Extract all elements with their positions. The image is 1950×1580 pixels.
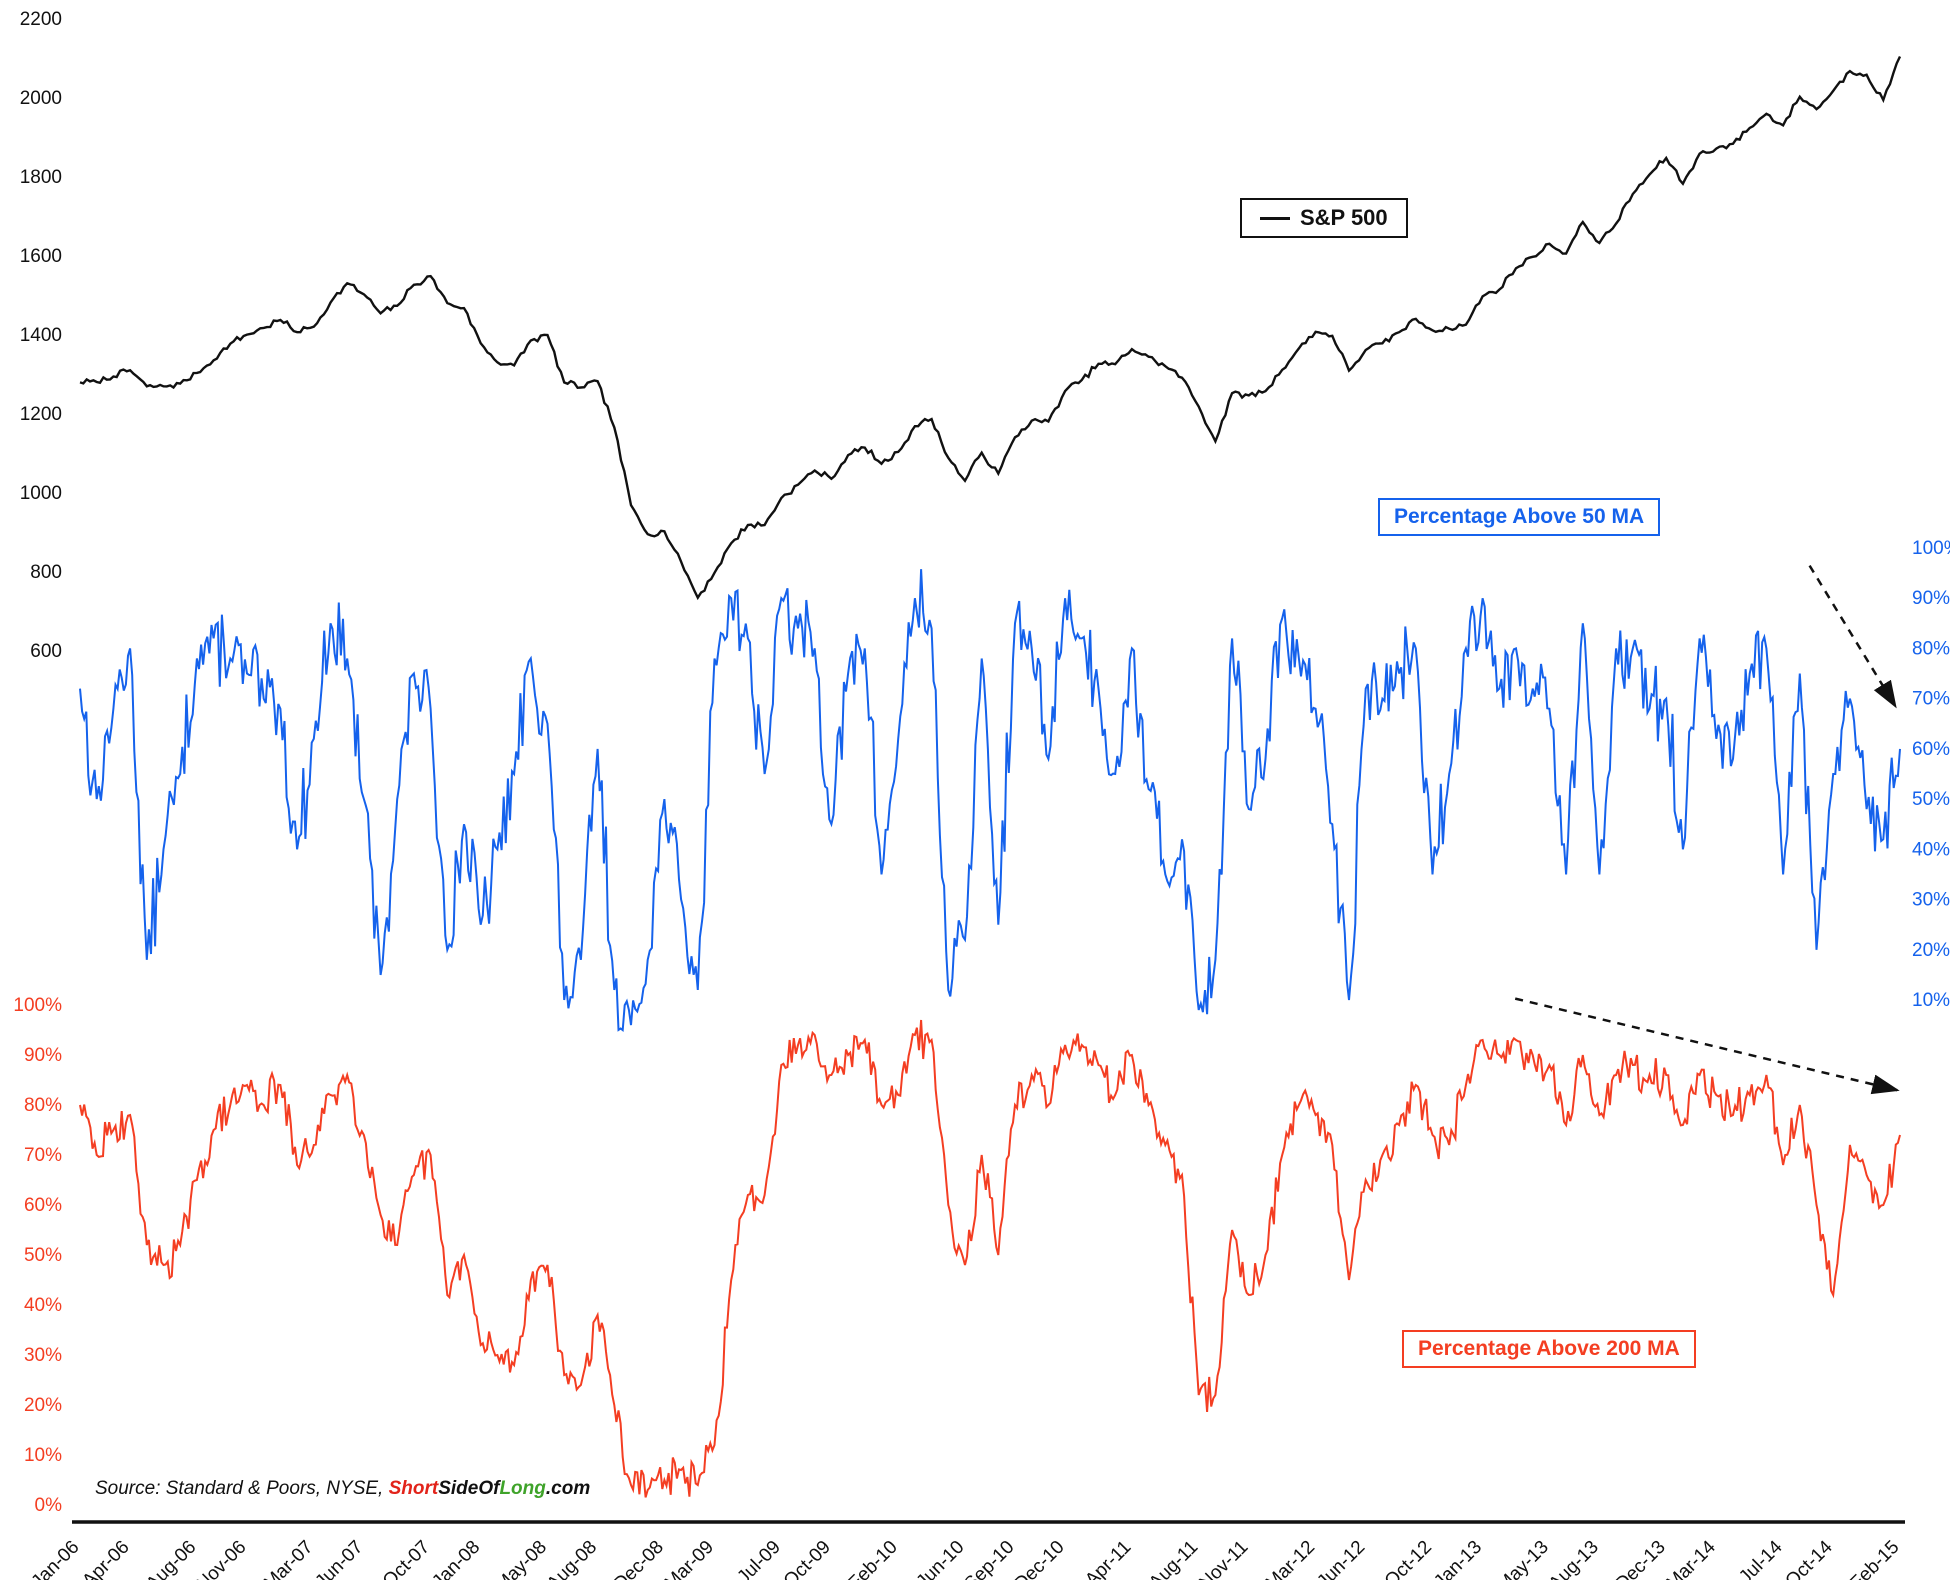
x-tick: Jan-06 (28, 1537, 84, 1580)
x-tick: Dec-13 (1612, 1537, 1670, 1580)
trend-arrow (1514, 997, 1900, 1095)
y-tick-sp500: 800 (30, 562, 62, 583)
y-tick-200ma: 80% (24, 1095, 62, 1116)
x-tick: Jul-09 (733, 1537, 784, 1580)
y-tick-sp500: 1400 (20, 325, 62, 346)
y-tick-200ma: 40% (24, 1295, 62, 1316)
y-tick-sp500: 2200 (20, 9, 62, 30)
series-sp500 (79, 55, 1902, 601)
legend-above-50ma: Percentage Above 50 MA (1378, 498, 1661, 536)
x-tick: Nov-11 (1195, 1537, 1252, 1580)
y-tick-50ma: 40% (1912, 839, 1950, 860)
x-tick: Sep-10 (960, 1537, 1018, 1580)
x-tick: May-08 (491, 1537, 551, 1580)
x-tick: Aug-13 (1545, 1537, 1603, 1580)
sp500-line-swatch (1260, 216, 1290, 220)
x-tick: Oct-09 (780, 1537, 835, 1580)
y-tick-50ma: 100% (1912, 538, 1950, 559)
y-tick-50ma: 10% (1912, 990, 1950, 1011)
y-tick-200ma: 20% (24, 1395, 62, 1416)
x-tick: Jul-14 (1735, 1536, 1787, 1580)
y-tick-50ma: 50% (1912, 789, 1950, 810)
x-tick: Dec-10 (1010, 1537, 1068, 1580)
y-tick-50ma: 80% (1912, 638, 1950, 659)
brand-com-suffix: .com (545, 1478, 591, 1499)
y-tick-sp500: 1200 (20, 404, 62, 425)
x-tick: Oct-12 (1381, 1537, 1436, 1580)
y-tick-sp500: 1800 (20, 167, 62, 188)
x-tick: Nov-06 (192, 1537, 250, 1580)
y-tick-200ma: 90% (24, 1045, 62, 1066)
x-tick: Jun-10 (913, 1537, 969, 1580)
y-tick-50ma: 90% (1912, 588, 1950, 609)
legend-sp500-label: S&P 500 (1300, 205, 1388, 230)
x-tick: Jan-13 (1430, 1537, 1486, 1580)
y-tick-200ma: 70% (24, 1145, 62, 1166)
legend-above-200ma-label: Percentage Above 200 MA (1418, 1337, 1680, 1360)
x-tick: Aug-11 (1145, 1537, 1202, 1580)
y-tick-50ma: 60% (1912, 739, 1950, 760)
brand-long: Long (499, 1478, 546, 1499)
x-tick: Mar-14 (1662, 1536, 1720, 1580)
y-tick-200ma: 0% (35, 1495, 63, 1516)
source-note-prefix: Source: Standard & Poors, NYSE, (95, 1478, 389, 1499)
y-tick-200ma: 10% (24, 1445, 62, 1466)
source-note: Source: Standard & Poors, NYSE, ShortSid… (95, 1478, 590, 1500)
y-tick-50ma: 20% (1912, 940, 1950, 961)
legend-above-50ma-label: Percentage Above 50 MA (1394, 505, 1645, 528)
x-tick: Jan-08 (428, 1537, 484, 1580)
y-tick-200ma: 100% (13, 995, 62, 1016)
series-above-200ma (79, 1019, 1901, 1498)
x-tick: Oct-14 (1782, 1536, 1837, 1580)
y-tick-sp500: 600 (30, 641, 62, 662)
x-tick: Mar-12 (1262, 1537, 1319, 1580)
x-tick: Apr-06 (78, 1537, 133, 1580)
y-tick-sp500: 1000 (20, 483, 62, 504)
x-tick: Dec-08 (610, 1537, 668, 1580)
x-tick: Aug-08 (543, 1537, 601, 1580)
x-tick: Feb-10 (844, 1537, 901, 1580)
y-tick-50ma: 30% (1912, 890, 1950, 911)
x-tick: Jun-07 (311, 1537, 367, 1580)
x-tick: Mar-07 (260, 1537, 317, 1580)
y-tick-200ma: 60% (24, 1195, 62, 1216)
x-tick: Apr-11 (1081, 1537, 1135, 1580)
legend-above-200ma: Percentage Above 200 MA (1402, 1330, 1696, 1368)
y-tick-sp500: 2000 (20, 88, 62, 109)
x-tick: Aug-06 (142, 1537, 200, 1580)
x-tick: May-13 (1493, 1537, 1553, 1580)
y-tick-200ma: 50% (24, 1245, 62, 1266)
brand-short: Short (388, 1478, 439, 1499)
legend-sp500: S&P 500 (1240, 198, 1408, 238)
y-tick-50ma: 70% (1912, 689, 1950, 710)
x-tick: Jun-12 (1313, 1537, 1369, 1580)
x-tick: Feb-15 (1846, 1537, 1903, 1580)
y-tick-200ma: 30% (24, 1345, 62, 1366)
x-tick: Oct-07 (379, 1537, 434, 1580)
trend-arrow (1808, 564, 1897, 709)
y-tick-sp500: 1600 (20, 246, 62, 267)
brand-sideof: SideOf (438, 1478, 500, 1499)
series-above-50ma (79, 569, 1901, 1033)
x-tick: Mar-09 (661, 1537, 718, 1580)
